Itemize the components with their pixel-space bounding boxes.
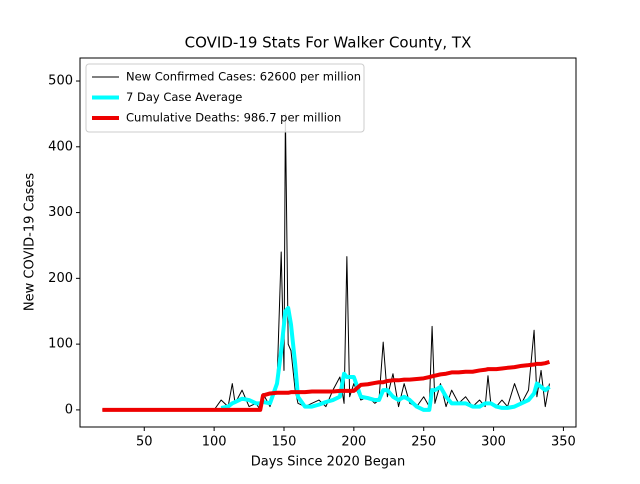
- chart-title: COVID-19 Stats For Walker County, TX: [185, 34, 472, 52]
- legend-label: New Confirmed Cases: 62600 per million: [126, 70, 361, 84]
- y-axis-label: New COVID-19 Cases: [23, 173, 38, 311]
- series-line: [102, 359, 551, 412]
- x-tick-label: 300: [481, 435, 506, 450]
- x-axis-label: Days Since 2020 Began: [251, 455, 406, 470]
- legend-label: Cumulative Deaths: 986.7 per million: [126, 111, 341, 125]
- x-tick-label: 250: [411, 435, 436, 450]
- x-tick-label: 200: [341, 435, 366, 450]
- legend-label: 7 Day Case Average: [126, 90, 242, 104]
- x-tick-label: 100: [202, 435, 227, 450]
- legend-box: [85, 63, 365, 133]
- series-line: [102, 113, 550, 411]
- plot-frame: [79, 57, 577, 428]
- x-tick-label: 350: [551, 435, 576, 450]
- y-tick-label: 400: [48, 139, 73, 154]
- y-tick-label: 100: [48, 337, 73, 352]
- x-tick-label: 150: [272, 435, 297, 450]
- y-tick-label: 300: [48, 205, 73, 220]
- x-tick-label: 50: [136, 435, 153, 450]
- series-line: [220, 305, 551, 412]
- y-tick-label: 200: [48, 271, 73, 286]
- y-tick-label: 0: [65, 402, 73, 417]
- y-tick-label: 500: [48, 74, 73, 89]
